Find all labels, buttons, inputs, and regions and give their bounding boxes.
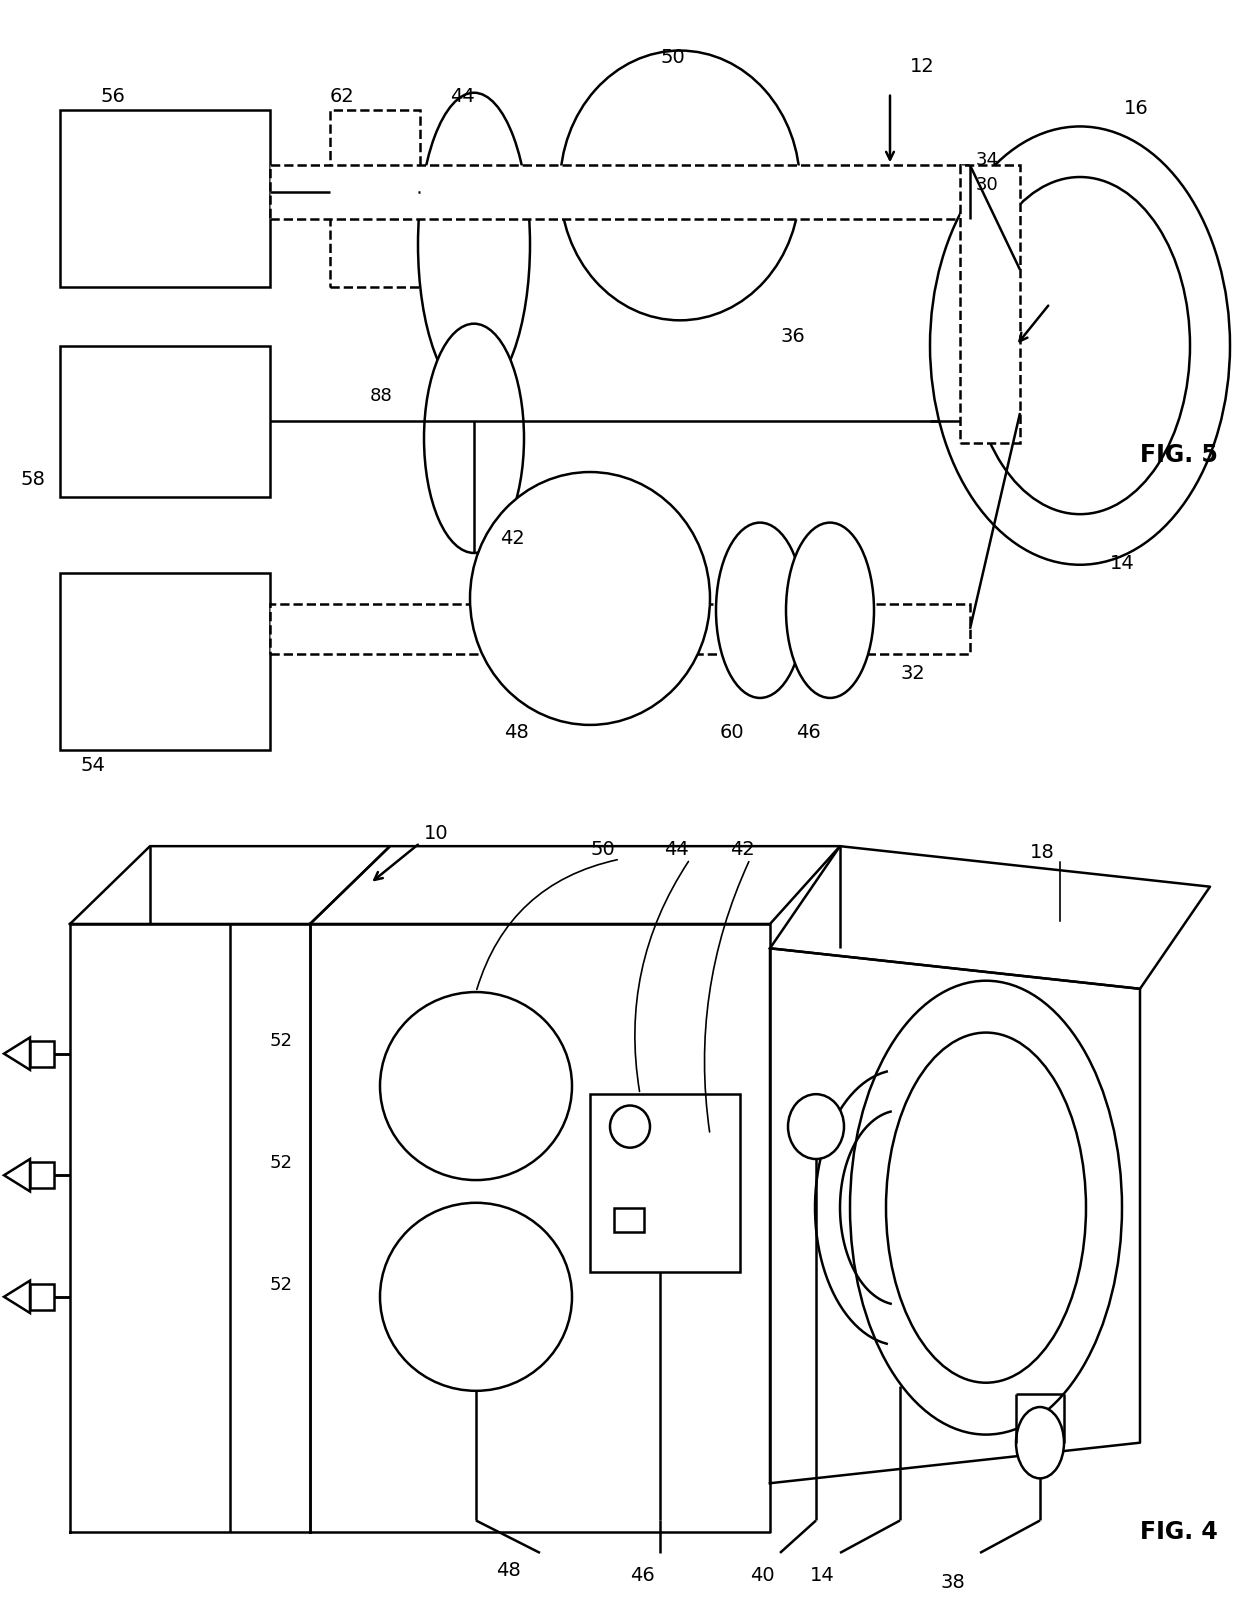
Ellipse shape <box>424 324 525 553</box>
Polygon shape <box>4 1037 30 1070</box>
Text: 56: 56 <box>100 88 125 107</box>
Ellipse shape <box>379 992 572 1180</box>
FancyBboxPatch shape <box>60 110 270 287</box>
Text: 40: 40 <box>750 1566 775 1585</box>
Ellipse shape <box>849 981 1122 1435</box>
Text: FIG. 5: FIG. 5 <box>1140 443 1218 467</box>
Text: 42: 42 <box>500 528 525 548</box>
Ellipse shape <box>970 177 1190 514</box>
Ellipse shape <box>560 50 800 321</box>
Text: 88: 88 <box>370 386 393 405</box>
Text: 18: 18 <box>1030 843 1055 862</box>
Text: 46: 46 <box>630 1566 655 1585</box>
Text: 52: 52 <box>270 1154 293 1172</box>
Text: 58: 58 <box>20 470 45 490</box>
Text: 54: 54 <box>81 757 105 775</box>
Text: 14: 14 <box>810 1566 835 1585</box>
Ellipse shape <box>930 126 1230 564</box>
FancyBboxPatch shape <box>60 574 270 751</box>
Text: 42: 42 <box>730 840 755 859</box>
Text: 32: 32 <box>900 663 925 682</box>
FancyBboxPatch shape <box>614 1208 644 1232</box>
Text: 16: 16 <box>1123 99 1148 118</box>
Text: 14: 14 <box>1110 554 1135 574</box>
Text: 38: 38 <box>940 1572 965 1592</box>
Ellipse shape <box>418 92 529 396</box>
Text: 52: 52 <box>270 1033 293 1050</box>
Text: 12: 12 <box>910 57 935 76</box>
Ellipse shape <box>1016 1407 1064 1478</box>
Polygon shape <box>4 1281 30 1313</box>
Text: 36: 36 <box>780 326 805 345</box>
Text: 48: 48 <box>503 723 528 742</box>
Text: FIG. 4: FIG. 4 <box>1140 1520 1218 1543</box>
Ellipse shape <box>887 1033 1086 1383</box>
Text: 48: 48 <box>496 1561 521 1580</box>
Text: 46: 46 <box>796 723 821 742</box>
FancyBboxPatch shape <box>30 1162 55 1188</box>
FancyBboxPatch shape <box>330 110 420 287</box>
Text: 52: 52 <box>270 1276 293 1294</box>
Text: 34: 34 <box>976 151 999 169</box>
Ellipse shape <box>787 1094 844 1159</box>
Ellipse shape <box>786 522 874 699</box>
Text: 44: 44 <box>450 88 475 107</box>
Text: 60: 60 <box>720 723 745 742</box>
Ellipse shape <box>715 522 804 699</box>
Text: 44: 44 <box>663 840 688 859</box>
Text: 10: 10 <box>424 823 449 843</box>
FancyBboxPatch shape <box>270 603 970 655</box>
FancyBboxPatch shape <box>270 165 970 219</box>
Ellipse shape <box>610 1106 650 1148</box>
Text: 50: 50 <box>590 840 615 859</box>
Polygon shape <box>770 948 1140 1483</box>
FancyBboxPatch shape <box>30 1284 55 1310</box>
FancyBboxPatch shape <box>60 345 270 498</box>
Ellipse shape <box>379 1203 572 1391</box>
Text: 30: 30 <box>976 175 998 195</box>
Text: 50: 50 <box>660 49 684 68</box>
FancyBboxPatch shape <box>30 1041 55 1067</box>
Polygon shape <box>4 1159 30 1191</box>
FancyBboxPatch shape <box>590 1094 740 1272</box>
Text: 62: 62 <box>330 88 355 107</box>
Ellipse shape <box>470 472 711 725</box>
FancyBboxPatch shape <box>960 165 1021 444</box>
